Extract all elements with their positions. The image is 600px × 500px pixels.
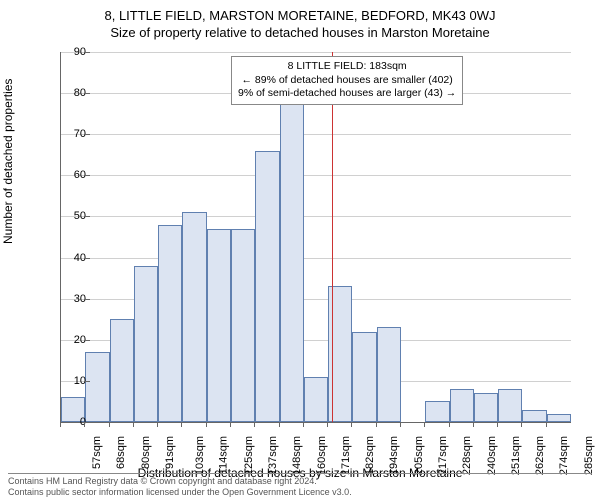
x-tick	[60, 422, 61, 427]
footer-line1: Contains HM Land Registry data © Crown c…	[8, 476, 592, 487]
y-axis-label: Number of detached properties	[1, 79, 15, 244]
gridline	[61, 175, 571, 176]
histogram-bar	[474, 393, 498, 422]
histogram-bar	[377, 327, 401, 422]
x-tick	[303, 422, 304, 427]
x-tick-label: 80sqm	[140, 436, 152, 469]
x-tick	[400, 422, 401, 427]
y-tick	[85, 134, 90, 135]
x-tick-label: 68sqm	[115, 436, 127, 469]
footer-line2: Contains public sector information licen…	[8, 487, 592, 498]
property-marker-line	[332, 52, 333, 422]
histogram-bar	[255, 151, 279, 422]
histogram-bar	[110, 319, 134, 422]
histogram-bar	[547, 414, 571, 422]
x-tick	[521, 422, 522, 427]
y-tick-label: 50	[56, 210, 86, 222]
x-tick-label: 57sqm	[91, 436, 103, 469]
y-tick-label: 80	[56, 87, 86, 99]
x-tick	[546, 422, 547, 427]
y-tick-label: 90	[56, 46, 86, 58]
y-tick-label: 10	[56, 375, 86, 387]
x-tick	[327, 422, 328, 427]
histogram-bar	[182, 212, 206, 422]
y-tick-label: 60	[56, 169, 86, 181]
x-tick	[133, 422, 134, 427]
annotation-box: 8 LITTLE FIELD: 183sqm← 89% of detached …	[231, 56, 463, 105]
y-tick	[85, 422, 90, 423]
y-tick-label: 40	[56, 252, 86, 264]
histogram-bar	[450, 389, 474, 422]
x-tick	[449, 422, 450, 427]
y-tick	[85, 299, 90, 300]
plot-area: 8 LITTLE FIELD: 183sqm← 89% of detached …	[60, 52, 571, 423]
title-sub: Size of property relative to detached ho…	[0, 23, 600, 40]
y-tick-label: 70	[56, 128, 86, 140]
x-tick	[230, 422, 231, 427]
histogram-bar	[85, 352, 109, 422]
y-tick	[85, 52, 90, 53]
y-tick	[85, 381, 90, 382]
x-tick	[279, 422, 280, 427]
gridline	[61, 52, 571, 53]
x-tick-label: 91sqm	[164, 436, 176, 469]
x-tick	[424, 422, 425, 427]
y-tick-label: 30	[56, 293, 86, 305]
x-tick	[109, 422, 110, 427]
footer: Contains HM Land Registry data © Crown c…	[8, 473, 592, 498]
histogram-bar	[522, 410, 546, 422]
x-tick	[181, 422, 182, 427]
x-tick	[473, 422, 474, 427]
histogram-bar	[158, 225, 182, 422]
x-tick	[84, 422, 85, 427]
title-main: 8, LITTLE FIELD, MARSTON MORETAINE, BEDF…	[0, 0, 600, 23]
annotation-line3: 9% of semi-detached houses are larger (4…	[238, 87, 456, 101]
gridline	[61, 134, 571, 135]
y-tick	[85, 340, 90, 341]
x-tick	[376, 422, 377, 427]
chart-container: 8, LITTLE FIELD, MARSTON MORETAINE, BEDF…	[0, 0, 600, 500]
histogram-bar	[134, 266, 158, 422]
gridline	[61, 258, 571, 259]
histogram-bar	[352, 332, 376, 422]
histogram-bar	[425, 401, 449, 422]
y-tick	[85, 216, 90, 217]
x-tick	[157, 422, 158, 427]
histogram-bar	[207, 229, 231, 422]
x-tick	[254, 422, 255, 427]
y-tick-label: 20	[56, 334, 86, 346]
y-tick	[85, 93, 90, 94]
histogram-bar	[304, 377, 328, 422]
annotation-line1: 8 LITTLE FIELD: 183sqm	[238, 60, 456, 74]
gridline	[61, 216, 571, 217]
x-tick	[351, 422, 352, 427]
x-tick	[497, 422, 498, 427]
histogram-bar	[498, 389, 522, 422]
y-tick	[85, 258, 90, 259]
histogram-bar	[280, 101, 304, 422]
x-tick	[206, 422, 207, 427]
annotation-line2: ← 89% of detached houses are smaller (40…	[238, 74, 456, 88]
histogram-bar	[231, 229, 255, 422]
y-tick	[85, 175, 90, 176]
